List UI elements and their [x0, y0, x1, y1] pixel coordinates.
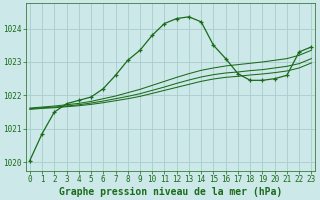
X-axis label: Graphe pression niveau de la mer (hPa): Graphe pression niveau de la mer (hPa): [59, 186, 282, 197]
